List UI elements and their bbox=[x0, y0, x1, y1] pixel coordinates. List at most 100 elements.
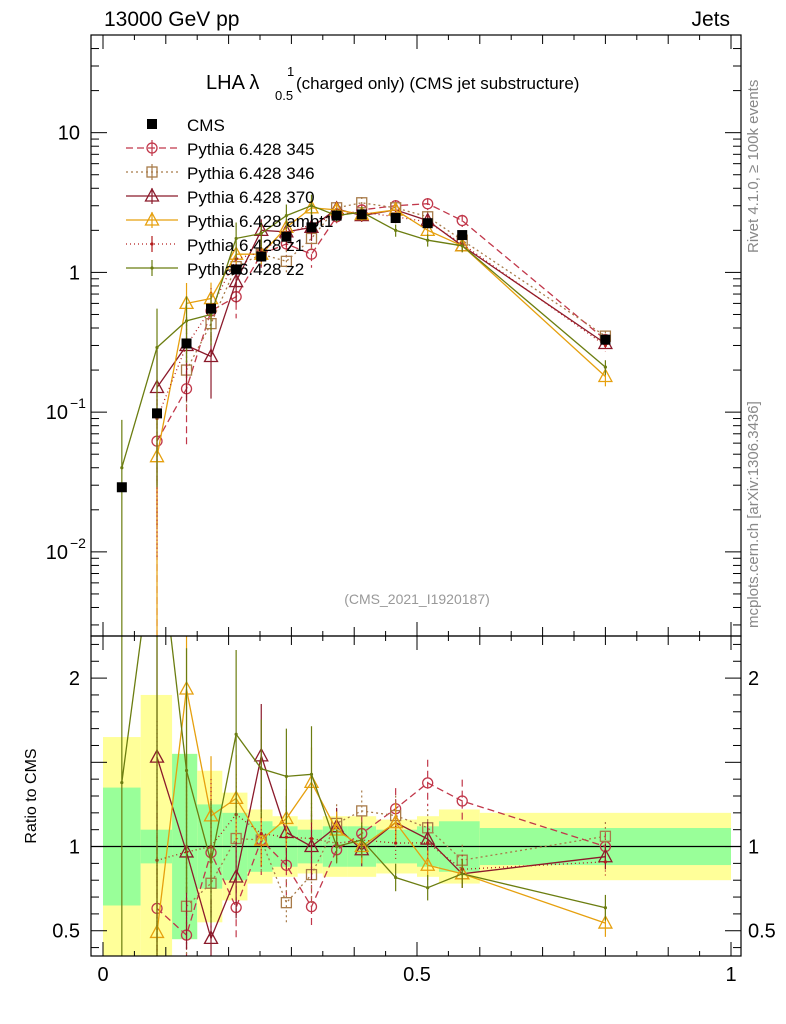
legend-marker-1 bbox=[146, 142, 158, 154]
x-tick-label: 1 bbox=[725, 964, 736, 986]
series-6-ratio-point bbox=[284, 774, 288, 778]
series-6-ratio-point bbox=[184, 768, 189, 773]
legend-label-cms: CMS bbox=[187, 116, 225, 135]
series-6-point bbox=[394, 228, 398, 232]
ratio-axis-label: Ratio to CMS bbox=[23, 748, 40, 843]
data-point bbox=[206, 303, 217, 314]
ratio-band-outer bbox=[140, 694, 173, 956]
series-5-ratio-point bbox=[284, 835, 288, 839]
ratio-y-tick-label-right: 1 bbox=[748, 837, 759, 859]
data-point bbox=[181, 338, 192, 349]
legend-label-4: Pythia 6.428 ambt1 bbox=[187, 212, 333, 231]
legend-label-5: Pythia 6.428 z1 bbox=[187, 236, 304, 255]
series-6-ratio-point bbox=[335, 844, 339, 849]
data-point bbox=[152, 408, 163, 419]
series-6-point bbox=[184, 319, 189, 323]
legend-marker-cms bbox=[147, 119, 157, 129]
series-6-ratio-line bbox=[121, 636, 606, 909]
chart-title-sup: 1 bbox=[287, 64, 294, 79]
legend-marker-5 bbox=[150, 242, 154, 246]
y-tick-label: 1 bbox=[69, 262, 80, 284]
chart-title-sub: 0.5 bbox=[275, 88, 293, 103]
series-3-ratio-line bbox=[156, 753, 606, 941]
data-point bbox=[306, 222, 317, 233]
series-4-ratio-point bbox=[253, 831, 269, 846]
series-6-point bbox=[284, 213, 288, 218]
main-panel bbox=[116, 194, 613, 636]
series-2-point bbox=[280, 255, 293, 267]
legend: CMS Pythia 6.428 345 Pythia 6.428 346 Pythi… bbox=[126, 116, 333, 279]
header-observable-label: Jets bbox=[691, 8, 730, 31]
series-6-ratio-point bbox=[360, 838, 364, 842]
series-3-point bbox=[203, 348, 219, 363]
series-5-ratio-point bbox=[394, 841, 398, 845]
series-4-point bbox=[597, 368, 613, 383]
data-point bbox=[331, 210, 342, 221]
series-2-ratio-point bbox=[599, 830, 612, 842]
x-tick-label: 0 bbox=[97, 964, 108, 986]
x-tick-label: 0.5 bbox=[403, 964, 431, 986]
series-1-line bbox=[156, 203, 606, 442]
legend-marker-6 bbox=[150, 266, 154, 270]
series-5-ratio-point bbox=[259, 831, 263, 836]
series-6-ratio-point bbox=[426, 886, 430, 890]
data-point bbox=[422, 218, 433, 229]
legend-label-6: Pythia 6.428 z2 bbox=[187, 260, 304, 279]
data-points bbox=[116, 209, 611, 493]
data-point bbox=[390, 213, 401, 224]
series-3-ratio-point bbox=[228, 868, 244, 883]
legend-label-3: Pythia 6.428 370 bbox=[187, 188, 315, 207]
series-1-ratio-point bbox=[422, 777, 434, 789]
data-point bbox=[600, 334, 611, 345]
series-4-ratio-point bbox=[388, 814, 404, 829]
data-point bbox=[356, 209, 367, 220]
series-6-ratio-point bbox=[234, 732, 238, 736]
series-6-point bbox=[259, 231, 263, 236]
ratio-y-tick-label: 1 bbox=[69, 837, 80, 859]
series-3-ratio-point bbox=[203, 930, 219, 945]
data-point bbox=[281, 231, 292, 242]
series-6-point bbox=[234, 236, 238, 241]
series-6-point bbox=[426, 238, 430, 242]
series-3-point bbox=[228, 273, 244, 288]
y-tick-label: 10 bbox=[58, 123, 80, 145]
header-process-label: 13000 GeV pp bbox=[104, 8, 240, 31]
data-point bbox=[116, 482, 127, 493]
series-4-ratio-point bbox=[597, 914, 613, 929]
series-6-ratio bbox=[120, 636, 608, 956]
series-6-point bbox=[155, 345, 159, 350]
y-tick-label: 10 bbox=[46, 542, 68, 564]
series-1-point bbox=[456, 214, 468, 227]
series-1-ratio-point bbox=[456, 795, 468, 807]
legend-marker-2 bbox=[146, 166, 158, 178]
series-6-ratio-point bbox=[460, 872, 464, 876]
chart-title-rest: (charged only) (CMS jet substructure) bbox=[296, 74, 579, 93]
ratio-y-tick-label: 2 bbox=[69, 668, 80, 690]
legend-label-2: Pythia 6.428 346 bbox=[187, 164, 315, 183]
series-6-point bbox=[309, 204, 314, 208]
ratio-y-tick-label-right: 0.5 bbox=[748, 921, 776, 943]
y-tick-exponent: −1 bbox=[70, 395, 86, 411]
series-6-line bbox=[121, 205, 606, 468]
series-2-ratio-line bbox=[186, 810, 606, 907]
ratio-y-tick-label-right: 2 bbox=[748, 668, 759, 690]
data-point bbox=[256, 251, 267, 262]
series-6-ratio-point bbox=[120, 781, 124, 785]
legend-label-1: Pythia 6.428 345 bbox=[187, 140, 315, 159]
data-point bbox=[231, 264, 242, 275]
series-6-point bbox=[460, 244, 464, 248]
series-4-ratio-point bbox=[420, 856, 436, 871]
chart-title: LHA λ bbox=[206, 72, 259, 94]
data-point bbox=[457, 230, 468, 241]
series-6-ratio-point bbox=[309, 772, 314, 776]
legend-marker-3 bbox=[144, 187, 160, 202]
series-5-ratio-point bbox=[309, 836, 314, 841]
analysis-watermark: (CMS_2021_I1920187) bbox=[344, 591, 490, 607]
series-6-point bbox=[603, 365, 608, 369]
series-6-ratio-point bbox=[209, 860, 213, 864]
y-tick-label: 10 bbox=[46, 402, 68, 424]
y-tick-exponent: −2 bbox=[70, 535, 86, 551]
series-6-ratio-point bbox=[259, 767, 263, 771]
